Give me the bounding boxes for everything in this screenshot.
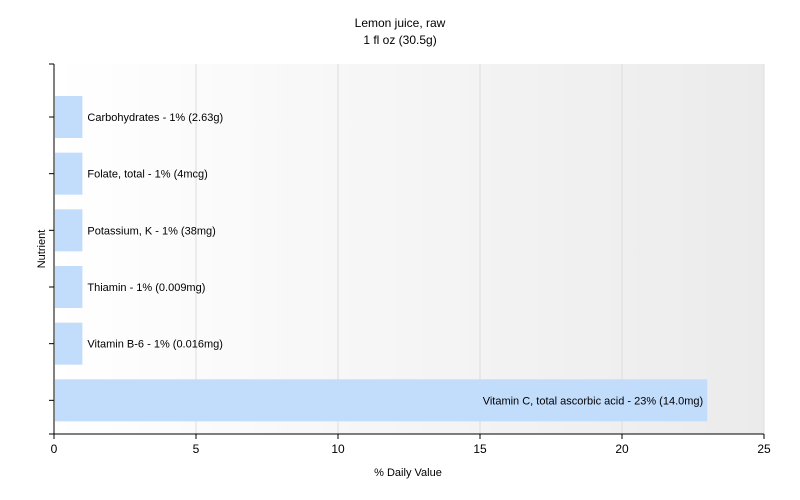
bar xyxy=(55,379,708,422)
bar-data-label: Folate, total - 1% (4mcg) xyxy=(87,169,207,181)
plot-area xyxy=(54,64,764,434)
x-tick-label: 10 xyxy=(331,442,345,456)
bar xyxy=(55,322,83,365)
bar xyxy=(55,209,83,252)
x-tick-label: 25 xyxy=(757,442,771,456)
bar-data-label: Vitamin B-6 - 1% (0.016mg) xyxy=(87,339,223,351)
bar xyxy=(55,96,83,138)
bar xyxy=(55,152,83,195)
x-axis-title: % Daily Value xyxy=(374,467,442,479)
x-tick-label: 0 xyxy=(51,442,58,456)
bars: Carbohydrates - 1% (2.63g) Folate, total … xyxy=(55,96,708,422)
bar-data-label: Vitamin C, total ascorbic acid - 23% (14… xyxy=(483,395,704,407)
x-tick-label: 15 xyxy=(473,442,487,456)
x-tick-label: 5 xyxy=(193,442,200,456)
grid-lines xyxy=(195,64,765,434)
x-tick-label: 20 xyxy=(615,442,629,456)
bar-data-label: Thiamin - 1% (0.009mg) xyxy=(87,282,205,294)
y-axis-title: Nutrient xyxy=(36,230,48,269)
axes: 0 5 10 15 20 25 xyxy=(49,63,771,456)
bar xyxy=(55,266,83,308)
chart-title: Lemon juice, raw xyxy=(355,16,446,30)
bar-data-label: Potassium, K - 1% (38mg) xyxy=(87,225,215,237)
chart-subtitle: 1 fl oz (30.5g) xyxy=(363,33,436,47)
bar-data-label: Carbohydrates - 1% (2.63g) xyxy=(87,112,223,124)
